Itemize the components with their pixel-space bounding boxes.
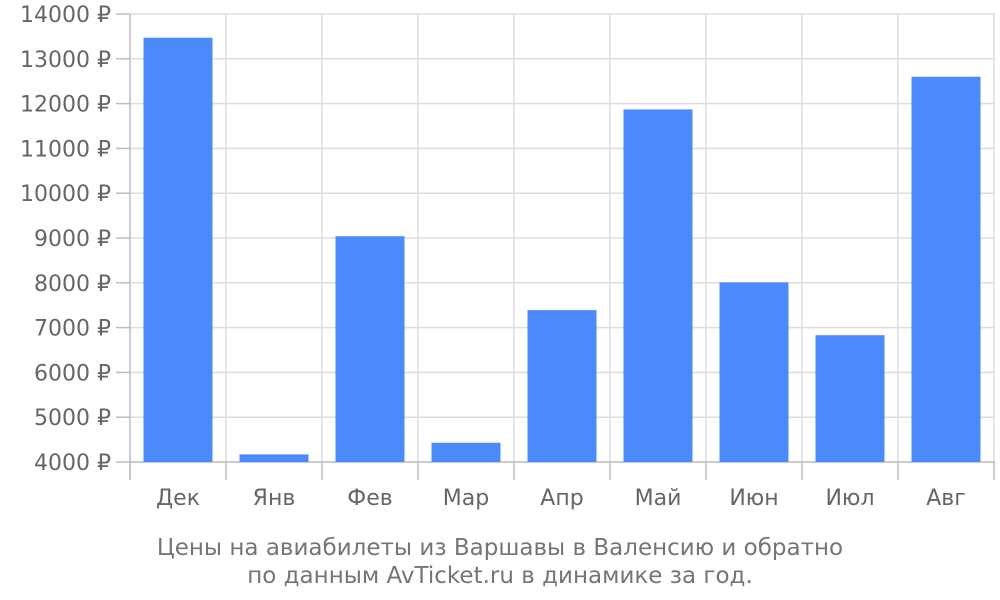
chart-caption-line-2: по данным AvTicket.ru в динамике за год. (247, 563, 753, 589)
y-tick-label: 4000 ₽ (34, 451, 111, 476)
bar (911, 76, 981, 462)
bar (815, 335, 885, 462)
y-tick-label: 13000 ₽ (20, 48, 111, 73)
y-tick-label: 11000 ₽ (20, 137, 111, 162)
bar (719, 282, 789, 462)
x-tick-label: Июн (729, 486, 778, 511)
y-tick-label: 12000 ₽ (20, 93, 111, 118)
bar (239, 454, 309, 462)
bar (431, 442, 501, 462)
y-tick-label: 5000 ₽ (34, 406, 111, 431)
bar (623, 109, 693, 462)
bar (335, 236, 405, 462)
y-tick-label: 14000 ₽ (20, 3, 111, 28)
y-tick-label: 10000 ₽ (20, 182, 111, 207)
y-tick-label: 7000 ₽ (34, 317, 111, 342)
bar (143, 37, 213, 463)
y-tick-label: 6000 ₽ (34, 361, 111, 386)
y-tick-label: 9000 ₽ (34, 227, 111, 252)
x-tick-label: Авг (926, 486, 966, 511)
x-tick-label: Мар (443, 486, 489, 511)
x-tick-label: Фев (347, 486, 392, 511)
bar (527, 310, 597, 462)
x-tick-label: Янв (253, 486, 296, 511)
x-tick-label: Июл (825, 486, 874, 511)
x-tick-label: Май (635, 486, 682, 511)
x-tick-label: Апр (540, 486, 583, 511)
chart-caption-line-1: Цены на авиабилеты из Варшавы в Валенсию… (156, 535, 844, 561)
x-tick-label: Дек (156, 486, 200, 511)
y-tick-label: 8000 ₽ (34, 272, 111, 297)
